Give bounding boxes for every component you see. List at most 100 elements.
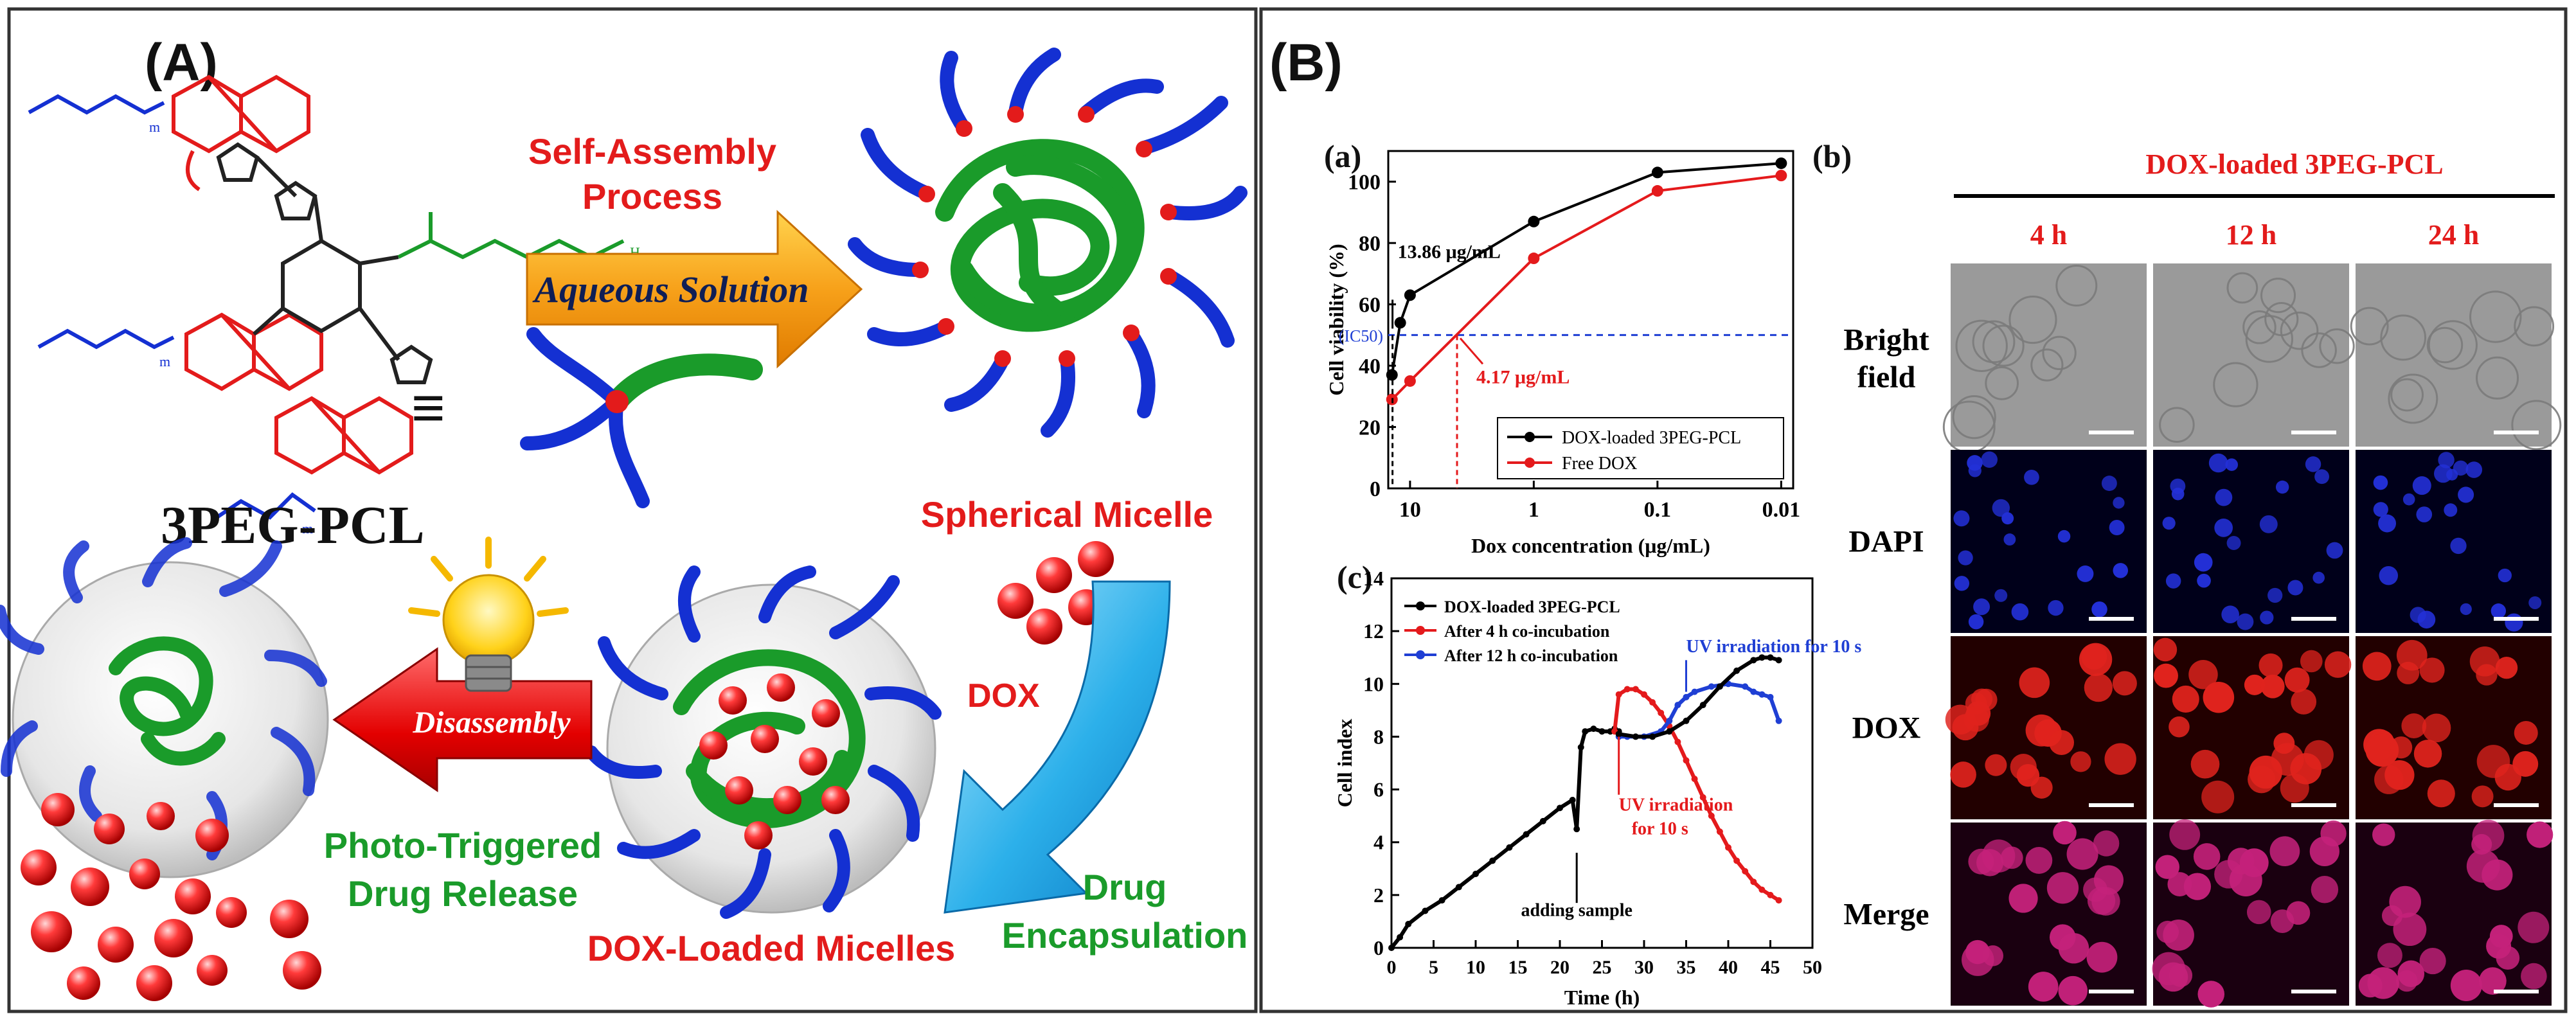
cell: [2362, 652, 2392, 681]
x-tick-label: 30: [1634, 957, 1654, 978]
cell: [2498, 568, 2512, 583]
microscopy-row-label: Merge: [1843, 898, 1929, 932]
cell: [1958, 550, 1973, 565]
drug-encapsulation-line1: Drug: [1083, 867, 1167, 907]
cell: [1968, 464, 1981, 477]
cell: [2395, 970, 2418, 992]
cell: [2030, 348, 2064, 382]
cell: [1950, 761, 1976, 788]
cell: [2300, 650, 2323, 673]
cell: [2469, 646, 2500, 677]
cell: [2214, 519, 2233, 537]
data-point: [1708, 683, 1715, 690]
panel-b-frame: [1259, 7, 2568, 1013]
cell: [2410, 607, 2426, 623]
x-tick-label: 5: [1429, 957, 1438, 978]
cell: [2358, 974, 2383, 998]
microscopy-column-header: 4 h: [2030, 219, 2067, 251]
cell: [2320, 820, 2347, 847]
legend-marker: [1416, 601, 1425, 610]
microscopy-image: [2356, 819, 2554, 1006]
data-point: [1742, 867, 1749, 875]
microscopy-row-label: DAPI: [1848, 525, 1924, 559]
cell: [2260, 278, 2296, 314]
microscopy-image-background: [2356, 263, 2552, 447]
cell: [2350, 307, 2389, 346]
data-point: [1666, 728, 1673, 735]
data-point: [1775, 157, 1787, 170]
cell: [2378, 514, 2397, 533]
ic50-label: (IC50): [1339, 326, 1383, 345]
data-point: [1758, 691, 1766, 698]
microscopy-image: [2153, 263, 2355, 447]
data-point: [1683, 757, 1690, 764]
cell: [2312, 571, 2325, 584]
legend-label: Free DOX: [1562, 454, 1637, 474]
cell: [2326, 542, 2343, 559]
data-point: [1523, 831, 1530, 838]
cell: [2365, 733, 2399, 767]
data-point: [1767, 654, 1774, 661]
cell: [2390, 736, 2413, 759]
data-point: [1394, 317, 1406, 329]
cell: [2486, 933, 2512, 959]
cell: [2079, 643, 2113, 676]
microscopy-image: [2152, 819, 2349, 1008]
cell: [2460, 603, 2472, 616]
cell: [2011, 603, 2029, 621]
data-point: [1649, 699, 1656, 706]
cell: [2396, 639, 2428, 671]
data-point: [1674, 738, 1681, 745]
data-point: [1615, 691, 1622, 698]
y-tick-label: 0: [1370, 477, 1381, 501]
sub-b-label: (b): [1812, 138, 1852, 174]
cell: [2476, 356, 2519, 400]
subscript-m-1: m: [149, 119, 160, 135]
cell: [2215, 488, 2233, 506]
microscopy-image: [1942, 263, 2147, 454]
data-point: [1758, 886, 1766, 893]
data-point: [1699, 702, 1706, 709]
data-point: [1573, 826, 1580, 833]
data-point: [1716, 683, 1723, 690]
cell: [2055, 265, 2098, 307]
annotation-ic50-black: 13.86 μg/mL: [1398, 241, 1501, 262]
cell-index-chart: 0 2 4 6 8 10 12 14 0 5 10 15 20 25 30 35 40 45 50 Time (h) C…: [1333, 567, 1861, 1009]
cell: [2413, 740, 2442, 768]
x-tick-label: 45: [1761, 957, 1780, 978]
cell: [2193, 843, 2221, 870]
dox-loaded-micelle: [585, 565, 942, 919]
microscopy-column-header: 12 h: [2226, 219, 2276, 251]
cell: [2377, 943, 2402, 968]
self-assembly-line2: Process: [582, 176, 722, 217]
cell: [2491, 603, 2507, 619]
cell: [2197, 573, 2211, 588]
panel-a-frame: [7, 7, 1258, 1013]
cell: [2465, 461, 2483, 478]
data-point: [1577, 743, 1584, 751]
cell: [2245, 315, 2293, 363]
y-tick-label: 8: [1373, 725, 1384, 748]
cell: [2511, 400, 2562, 450]
data-point: [1388, 945, 1395, 951]
data-point: [1641, 691, 1647, 698]
microscopy-image: [1951, 821, 2147, 1006]
microscopy-image: [2356, 636, 2552, 819]
data-point: [1472, 871, 1479, 877]
data-point: [1632, 686, 1639, 693]
data-point: [1658, 709, 1665, 716]
sub-a-label: (a): [1324, 138, 1361, 174]
cell: [2003, 533, 2016, 546]
cell: [2301, 332, 2337, 368]
microscopy-row-label: Bright: [1843, 323, 1929, 357]
cell: [2446, 468, 2458, 481]
cell: [2086, 941, 2118, 973]
cell: [2438, 452, 2455, 468]
cell: [1973, 598, 1990, 616]
cell: [2482, 859, 2513, 891]
data-point: [1742, 683, 1749, 690]
y-tick-label: 80: [1359, 232, 1381, 256]
data-point: [1405, 921, 1412, 928]
y-tick-label: 40: [1359, 355, 1381, 378]
